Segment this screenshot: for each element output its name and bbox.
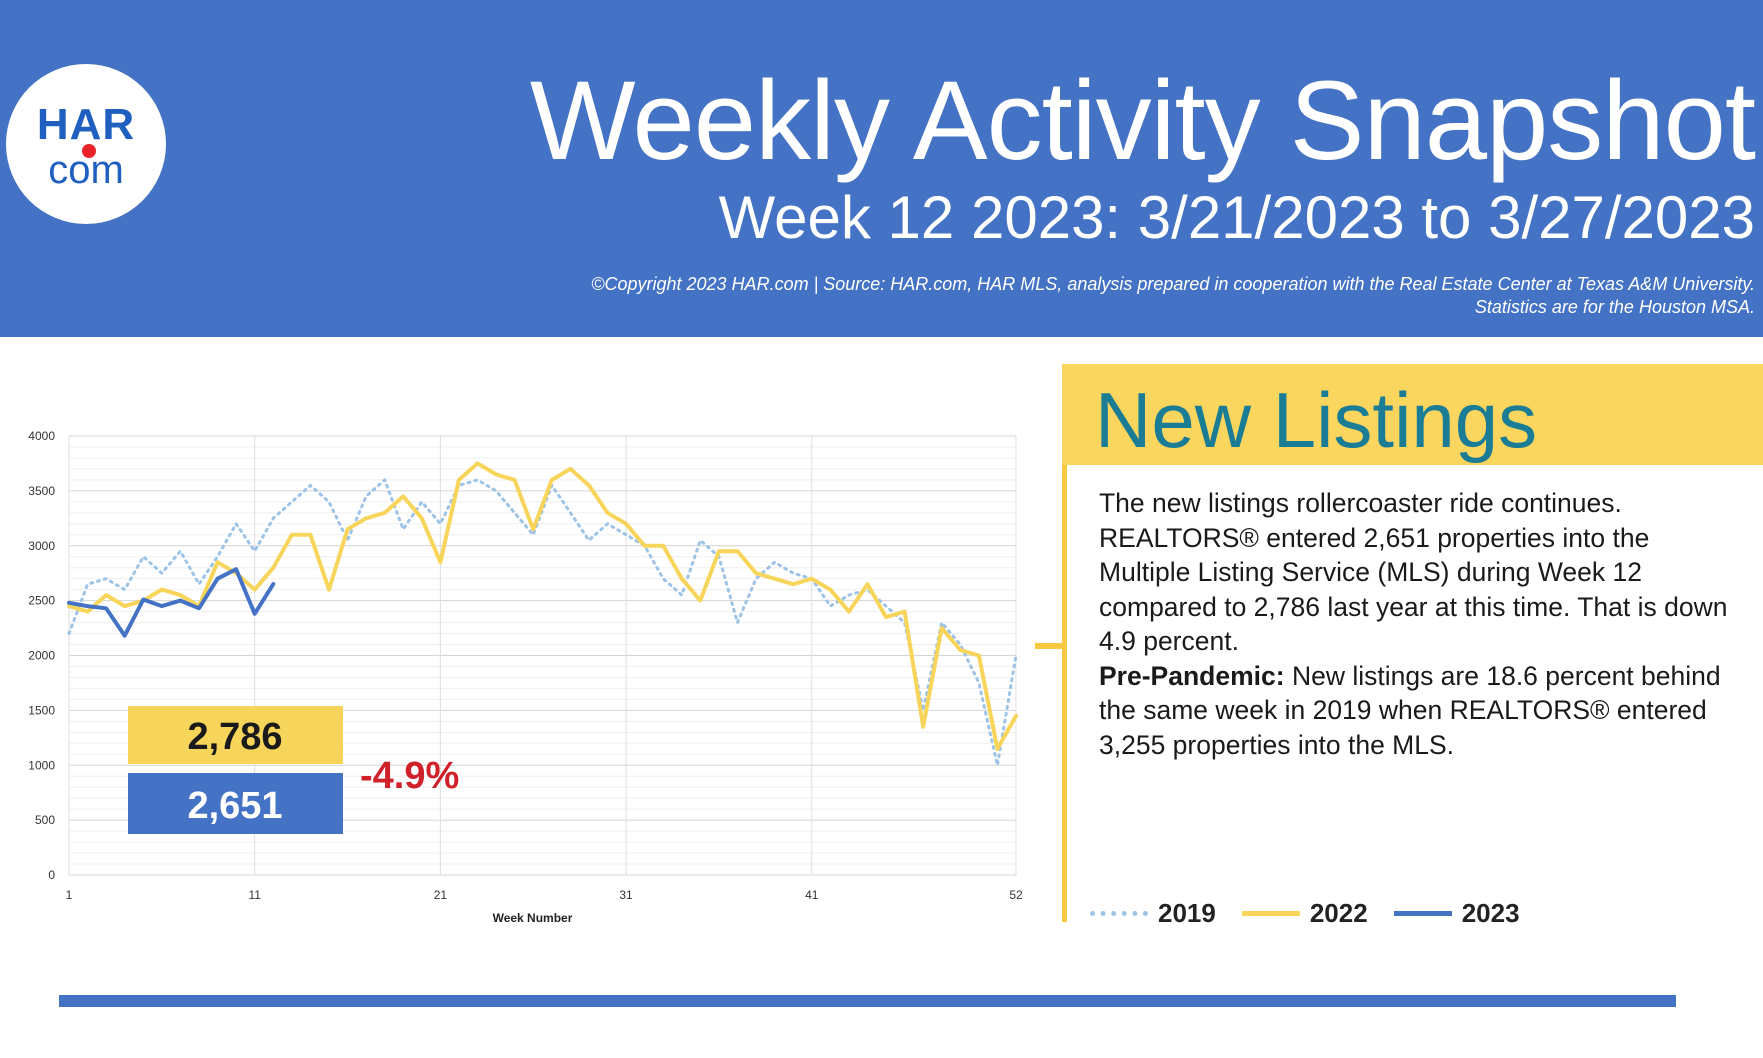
callout-value-2022: 2,786 <box>187 716 282 758</box>
x-tick-label: 11 <box>248 888 261 902</box>
x-tick-label: 41 <box>805 888 819 902</box>
y-tick-label: 3500 <box>28 484 55 498</box>
callout-change-percent: -4.9% <box>360 755 459 797</box>
callout-box-2023 <box>128 773 343 834</box>
legend-label-2023: 2023 <box>1461 897 1520 928</box>
copyright-line-2: Statistics are for the Houston MSA. <box>1474 297 1755 317</box>
footer-bar <box>59 995 1676 1007</box>
prepandemic-label: Pre-Pandemic: <box>1099 660 1285 691</box>
legend-label-2019: 2019 <box>1158 897 1216 928</box>
series-line-2023 <box>67 567 276 638</box>
callout-value-2023: 2,651 <box>187 785 282 827</box>
legend-item-2022: 2022 <box>1241 897 1368 929</box>
har-logo[interactable]: HAR com <box>6 64 166 224</box>
copyright-line-1: ©Copyright 2023 HAR.com | Source: HAR.co… <box>591 274 1755 294</box>
x-tick-label: 21 <box>434 888 448 902</box>
panel-description: The new listings rollercoaster ride cont… <box>1099 486 1739 762</box>
header-banner: HAR com Weekly Activity Snapshot Week 12… <box>0 0 1763 337</box>
y-tick-label: 1500 <box>28 703 55 717</box>
copyright-notice: ©Copyright 2023 HAR.com | Source: HAR.co… <box>591 273 1755 319</box>
page-title: Weekly Activity Snapshot <box>529 58 1756 183</box>
y-tick-label: 3000 <box>28 539 55 553</box>
logo-com-text: com <box>48 148 124 192</box>
legend-label-2022: 2022 <box>1309 897 1368 928</box>
page-subtitle: Week 12 2023: 3/21/2023 to 3/27/2023 <box>718 184 1755 251</box>
y-tick-label: 0 <box>48 868 55 882</box>
panel-paragraph: The new listings rollercoaster ride cont… <box>1099 488 1728 656</box>
prepandemic-text: New listings are 18.6 percent behind the… <box>1099 660 1721 760</box>
y-tick-label: 4000 <box>28 429 55 443</box>
y-tick-label: 1000 <box>28 758 55 772</box>
panel-header <box>1062 364 1763 465</box>
legend-item-2023: 2023 <box>1393 897 1520 929</box>
logo-red-dot <box>82 144 96 158</box>
series-line-2022 <box>67 461 1018 751</box>
panel-title: New Listings <box>1095 376 1538 464</box>
connector-accent <box>1035 643 1065 649</box>
legend-swatch-2019 <box>1090 910 1148 916</box>
legend-item-2019: 2019 <box>1090 898 1216 929</box>
callout-box-2022 <box>128 706 343 764</box>
x-tick-label: 31 <box>619 888 633 902</box>
y-tick-label: 2500 <box>28 594 55 608</box>
y-tick-label: 500 <box>35 813 55 827</box>
chart-legend: 2019 2022 2023 <box>1090 896 1546 930</box>
x-tick-label: 1 <box>66 888 73 902</box>
x-tick-label: 52 <box>1009 888 1023 902</box>
panel-left-border <box>1062 364 1067 922</box>
x-axis-label: Week Number <box>493 911 573 925</box>
logo-har-text: HAR <box>36 100 136 149</box>
legend-swatch-2023 <box>1393 910 1452 916</box>
legend-swatch-2022 <box>1241 910 1300 916</box>
y-tick-label: 2000 <box>28 649 55 663</box>
